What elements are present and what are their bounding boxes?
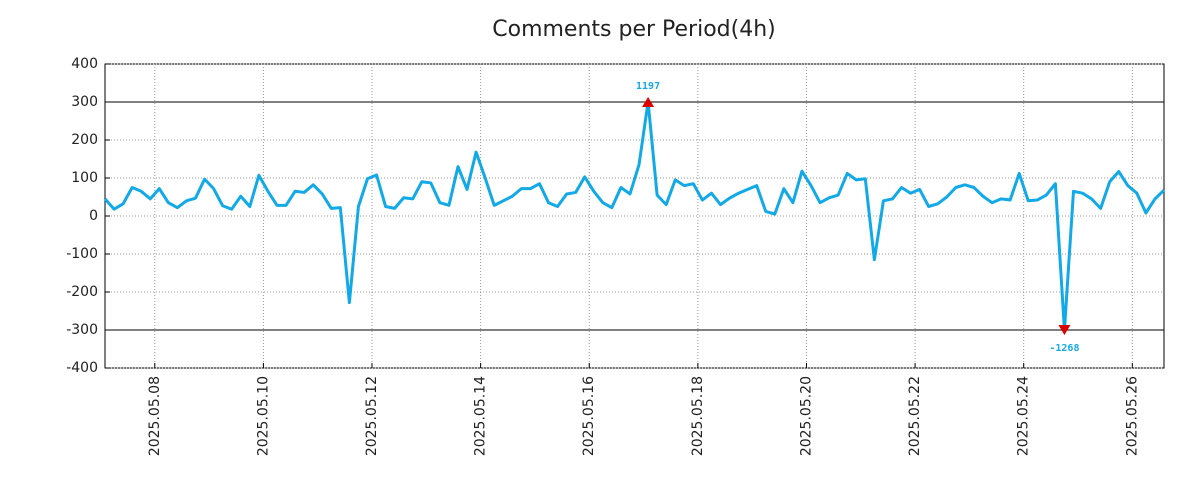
- y-tick-label: 100: [71, 170, 98, 186]
- y-tick-label: -400: [66, 360, 98, 376]
- y-tick-label: 300: [71, 94, 98, 110]
- peak-marker: [1058, 325, 1071, 335]
- x-tick-label: 2025.05.24: [1016, 376, 1032, 456]
- y-tick-label: -300: [66, 322, 98, 338]
- x-tick-label: 2025.05.22: [907, 376, 923, 456]
- x-tick-label: 2025.05.12: [364, 376, 380, 456]
- chart-title: Comments per Period(4h): [492, 17, 776, 42]
- y-tick-label: 400: [71, 56, 98, 72]
- peak-marker: [642, 97, 655, 107]
- x-tick-label: 2025.05.08: [147, 376, 163, 456]
- y-tick-label: -200: [66, 284, 98, 300]
- x-tick-label: 2025.05.26: [1124, 376, 1140, 456]
- y-tick-label: 0: [89, 208, 98, 224]
- x-tick-label: 2025.05.18: [690, 376, 706, 456]
- x-tick-label: 2025.05.10: [255, 376, 271, 456]
- x-tick-label: 2025.05.16: [581, 376, 597, 456]
- data-label: -1268: [1049, 343, 1079, 354]
- y-tick-label: -100: [66, 246, 98, 262]
- x-tick-label: 2025.05.14: [473, 376, 489, 456]
- y-tick-label: 200: [71, 132, 98, 148]
- data-label: 1197: [636, 81, 660, 92]
- x-tick-label: 2025.05.20: [798, 376, 814, 456]
- line: [103, 100, 1166, 332]
